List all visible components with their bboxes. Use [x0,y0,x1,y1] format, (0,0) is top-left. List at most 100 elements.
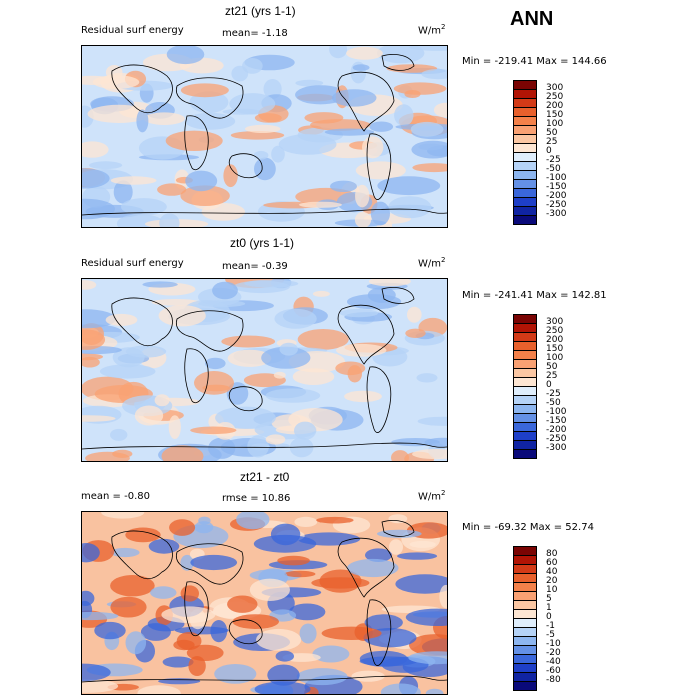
colorbar-swatch [513,573,537,583]
panel-2-map-field [82,279,447,461]
colorbar-swatch [513,564,537,574]
colorbar-tick-label: 50 [546,362,558,372]
colorbar-swatch [513,422,537,432]
panel-3-title: zt21 - zt0 [240,470,290,484]
colorbar-tick-label: 300 [546,317,564,327]
colorbar-swatch [513,143,537,153]
panel-2-units: W/m2 [418,256,446,270]
panel-1-map [81,45,448,228]
colorbar-swatch [513,134,537,144]
colorbar-tick-label: 1 [546,603,552,613]
panel-2-variable-label: Residual surf energy [81,258,184,269]
colorbar-tick-label: -200 [546,191,567,201]
colorbar-swatch [513,663,537,673]
colorbar-swatch [513,591,537,601]
colorbar-swatch [513,368,537,378]
colorbar-swatch [513,206,537,216]
colorbar-tick-label: -25 [546,155,561,165]
colorbar-tick-label: -300 [546,209,567,219]
colorbar-swatch [513,395,537,405]
colorbar-swatch [513,555,537,565]
colorbar-tick-label: 300 [546,83,564,93]
colorbar-swatch [513,449,537,459]
colorbar-tick-label: 200 [546,335,564,345]
colorbar-swatch [513,170,537,180]
colorbar-swatch [513,80,537,90]
panel-1-units: W/m2 [418,23,446,37]
panel-3-minmax: Min = -69.32 Max = 52.74 [462,522,594,533]
colorbar-tick-label: 250 [546,92,564,102]
colorbar-tick-label: -200 [546,425,567,435]
colorbar-swatch [513,636,537,646]
colorbar-swatch [513,672,537,682]
colorbar-tick-label: -150 [546,416,567,426]
colorbar-tick-label: 200 [546,101,564,111]
colorbar-swatch [513,332,537,342]
colorbar-swatch [513,440,537,450]
colorbar-tick-label: 100 [546,353,564,363]
panel-1-minmax: Min = -219.41 Max = 144.66 [462,56,607,67]
colorbar-tick-label: 25 [546,137,558,147]
colorbar-swatch [513,600,537,610]
panel-2-mean-label: mean= -0.39 [222,261,288,272]
colorbar-swatch [513,359,537,369]
colorbar-tick-label: -150 [546,182,567,192]
colorbar-swatch [513,89,537,99]
colorbar-tick-label: -60 [546,666,561,676]
colorbar-tick-label: 150 [546,344,564,354]
colorbar-swatch [513,341,537,351]
colorbar-tick-label: 0 [546,380,552,390]
colorbar-tick-label: -10 [546,639,561,649]
colorbar-swatch [513,386,537,396]
colorbar-tick-label: 25 [546,371,558,381]
colorbar-tick-label: 80 [546,549,558,559]
colorbar-tick-label: 20 [546,576,558,586]
colorbar-swatch [513,645,537,655]
panel-3-map-field [82,512,447,694]
colorbar-swatch [513,413,537,423]
panel-1-title: zt21 (yrs 1-1) [225,4,296,18]
colorbar-tick-label: 100 [546,119,564,129]
colorbar-tick-label: 0 [546,146,552,156]
colorbar-swatch [513,161,537,171]
colorbar-swatch [513,546,537,556]
colorbar-tick-label: 0 [546,612,552,622]
colorbar-swatch [513,179,537,189]
colorbar-swatch [513,188,537,198]
colorbar-swatch [513,98,537,108]
colorbar-swatch [513,116,537,126]
panel-3-mean-label: mean = -0.80 [81,491,150,502]
colorbar-tick-label: -250 [546,434,567,444]
colorbar-swatch [513,314,537,324]
panel-1-map-field [82,46,447,227]
colorbar-swatch [513,215,537,225]
colorbar-swatch [513,681,537,691]
colorbar-swatch [513,323,537,333]
panel-3-colorbar [513,546,537,691]
colorbar-tick-label: -40 [546,657,561,667]
panel-2-minmax: Min = -241.41 Max = 142.81 [462,290,607,301]
colorbar-tick-label: -80 [546,675,561,685]
panel-1-colorbar [513,80,537,225]
colorbar-swatch [513,609,537,619]
colorbar-swatch [513,431,537,441]
colorbar-swatch [513,618,537,628]
colorbar-tick-label: -100 [546,407,567,417]
colorbar-swatch [513,107,537,117]
colorbar-tick-label: 250 [546,326,564,336]
colorbar-tick-label: 60 [546,558,558,568]
colorbar-tick-label: -25 [546,389,561,399]
colorbar-swatch [513,404,537,414]
colorbar-tick-label: -300 [546,443,567,453]
colorbar-swatch [513,152,537,162]
colorbar-swatch [513,582,537,592]
colorbar-swatch [513,654,537,664]
colorbar-tick-label: -20 [546,648,561,658]
colorbar-swatch [513,350,537,360]
colorbar-tick-label: -100 [546,173,567,183]
colorbar-swatch [513,627,537,637]
panel-1-variable-label: Residual surf energy [81,25,184,36]
colorbar-tick-label: -50 [546,164,561,174]
colorbar-tick-label: -5 [546,630,555,640]
colorbar-tick-label: -1 [546,621,555,631]
